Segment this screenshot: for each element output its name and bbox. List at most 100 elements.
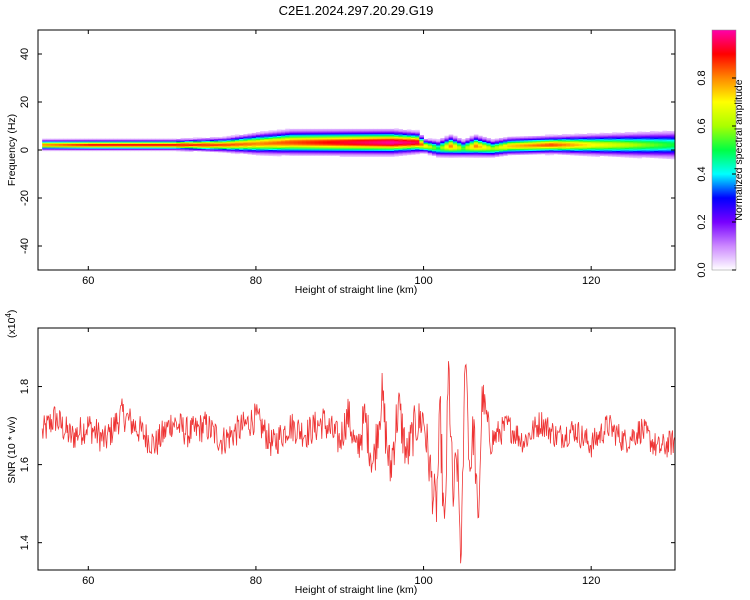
heatmap-cell xyxy=(503,137,508,139)
heatmap-cell xyxy=(247,152,253,155)
heatmap-cell xyxy=(272,136,278,139)
heatmap-cell xyxy=(536,144,542,146)
heatmap-cell xyxy=(649,137,655,139)
heatmap-cell xyxy=(586,135,592,138)
heatmap-cell xyxy=(557,137,563,139)
heatmap-cell xyxy=(239,144,244,147)
heatmap-cell xyxy=(612,146,617,149)
heatmap-cell xyxy=(490,151,496,153)
heatmap-cell xyxy=(385,154,391,156)
heatmap-cell xyxy=(628,152,634,155)
heatmap-cell xyxy=(436,142,441,145)
heatmap-cell xyxy=(553,152,559,155)
heatmap-cell xyxy=(402,147,408,150)
heatmap-cell xyxy=(402,141,408,144)
heatmap-cell xyxy=(134,138,139,141)
heatmap-cell xyxy=(268,148,274,150)
heatmap-cell xyxy=(666,140,672,143)
heatmap-cell xyxy=(142,144,148,147)
heatmap-cell xyxy=(369,151,374,154)
heatmap-cell xyxy=(369,154,374,156)
heatmap-cell xyxy=(184,142,190,145)
heatmap-cell xyxy=(595,136,600,138)
heatmap-cell xyxy=(339,146,345,149)
heatmap-cell xyxy=(524,142,529,144)
heatmap-cell xyxy=(427,150,433,152)
heatmap-cell xyxy=(264,144,269,147)
heatmap-cell xyxy=(322,146,328,149)
heatmap-cell xyxy=(536,149,542,151)
heatmap-cell xyxy=(138,139,144,142)
snr-background xyxy=(38,328,675,570)
heatmap-cell xyxy=(264,145,269,148)
heatmap-cell xyxy=(645,142,651,145)
heatmap-cell xyxy=(410,144,416,147)
heatmap-cell xyxy=(662,143,668,146)
heatmap-cell xyxy=(482,146,487,149)
heatmap-cell xyxy=(348,130,353,132)
heatmap-cell xyxy=(658,136,663,139)
heatmap-cell xyxy=(557,145,563,148)
heatmap-cell xyxy=(84,148,89,150)
heatmap-cell xyxy=(251,132,257,135)
heatmap-cell xyxy=(473,134,479,137)
heatmap-cell xyxy=(348,143,353,145)
heatmap-cell xyxy=(230,149,236,152)
heatmap-cell xyxy=(549,136,554,139)
heatmap-cell xyxy=(285,145,290,148)
heatmap-cell xyxy=(633,145,638,148)
heatmap-cell xyxy=(381,143,387,145)
heatmap-cell xyxy=(356,142,362,144)
heatmap-cell xyxy=(419,136,424,138)
heatmap-cell xyxy=(528,145,533,148)
heatmap-cell xyxy=(385,138,391,141)
heatmap-cell xyxy=(71,144,77,147)
heatmap-cell xyxy=(234,136,240,139)
heatmap-cell xyxy=(339,131,345,133)
heatmap-cell xyxy=(549,145,554,147)
heatmap-cell xyxy=(352,155,357,157)
heatmap-cell xyxy=(364,154,370,156)
heatmap-cell xyxy=(415,151,420,154)
heatmap-cell xyxy=(377,144,383,147)
heatmap-cell xyxy=(545,139,550,141)
heatmap-cell xyxy=(79,139,85,142)
heatmap-cell xyxy=(172,139,177,142)
heatmap-cell xyxy=(549,134,554,136)
heatmap-cell xyxy=(373,138,378,141)
heatmap-cell xyxy=(369,137,374,139)
heatmap-cell xyxy=(276,140,282,142)
heatmap-cell xyxy=(331,150,336,153)
heatmap-cell xyxy=(561,137,567,140)
heatmap-cell xyxy=(276,131,282,134)
heatmap-cell xyxy=(352,142,357,144)
heatmap-cell xyxy=(570,138,575,140)
heatmap-cell xyxy=(398,131,403,134)
heatmap-cell xyxy=(322,132,328,135)
heatmap-cell xyxy=(444,156,450,158)
heatmap-cell xyxy=(281,132,286,134)
heatmap-cell xyxy=(88,139,93,142)
heatmap-cell xyxy=(662,140,668,142)
heatmap-cell xyxy=(461,153,466,156)
heatmap-cell xyxy=(406,148,412,151)
heatmap-cell xyxy=(431,145,437,148)
heatmap-cell xyxy=(214,138,219,141)
heatmap-cell xyxy=(155,145,160,148)
heatmap-cell xyxy=(620,142,626,145)
heatmap-cell xyxy=(343,142,349,144)
heatmap-cell xyxy=(310,151,315,154)
heatmap-cell xyxy=(469,146,475,149)
heatmap-cell xyxy=(390,133,395,136)
heatmap-cell xyxy=(293,144,299,147)
heatmap-cell xyxy=(92,139,98,142)
heatmap-cell xyxy=(402,138,408,140)
heatmap-cell xyxy=(126,141,131,143)
heatmap-cell xyxy=(306,142,311,144)
heatmap-cell xyxy=(255,133,261,136)
heatmap-cell xyxy=(176,144,181,147)
heatmap-cell xyxy=(348,128,353,131)
heatmap-cell xyxy=(666,139,672,141)
heatmap-cell xyxy=(402,153,408,156)
heatmap-cell xyxy=(620,137,626,140)
